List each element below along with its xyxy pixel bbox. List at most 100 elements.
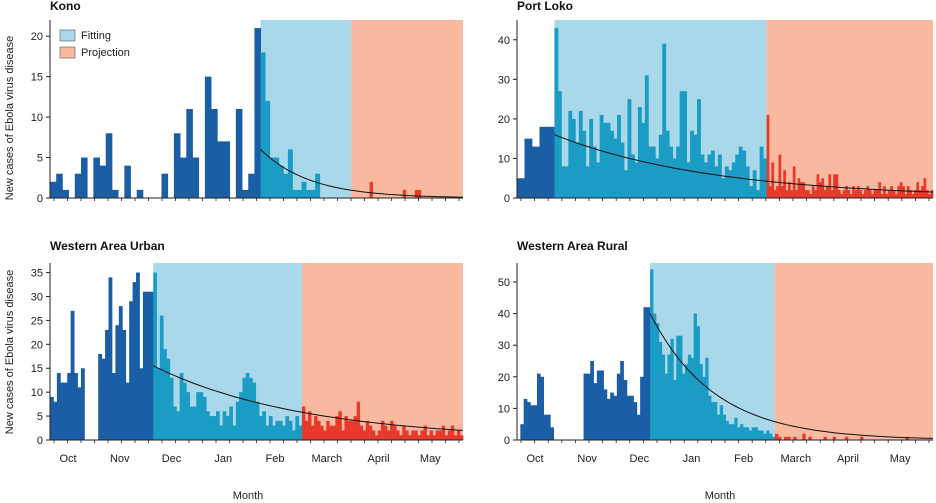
- bar-fitting: [278, 165, 284, 198]
- bar-fitting: [665, 130, 670, 198]
- projection-region: [351, 20, 463, 198]
- bar-early: [531, 146, 540, 198]
- bar-projection: [840, 194, 844, 198]
- bar-early: [540, 376, 545, 440]
- fit-curve: [554, 134, 934, 193]
- bar-fitting: [651, 146, 656, 198]
- bar-projection: [414, 189, 419, 198]
- bar-fitting: [301, 181, 307, 198]
- bar-projection: [860, 436, 864, 440]
- bar-fitting: [282, 425, 286, 440]
- bar-early: [523, 398, 528, 440]
- bar-projection: [845, 186, 848, 198]
- panel-title-western-area-rural: Western Area Rural: [517, 239, 628, 253]
- y-tick-label: 10: [31, 112, 43, 124]
- y-tick-label: 15: [31, 363, 43, 375]
- bar-projection: [830, 190, 834, 198]
- bar-fitting: [672, 158, 677, 198]
- bar-fitting: [699, 364, 703, 440]
- bar-projection: [930, 190, 934, 198]
- y-axis-label-top: New cases of Ebola virus disease: [4, 36, 16, 200]
- bar-projection: [826, 186, 829, 198]
- bar-fitting: [235, 401, 240, 440]
- bar-projection: [774, 433, 779, 440]
- bar-projection: [456, 430, 461, 440]
- bar-projection: [837, 190, 841, 198]
- bar-fitting: [630, 154, 635, 198]
- bar-projection: [778, 154, 782, 198]
- bar-projection: [338, 411, 342, 440]
- bar-early: [543, 414, 548, 440]
- bar-projection: [308, 411, 312, 440]
- y-tick-label: 0: [37, 193, 43, 205]
- bar-projection: [905, 436, 910, 440]
- bar-projection: [368, 425, 373, 440]
- bar-fitting: [242, 377, 247, 440]
- bar-projection: [809, 194, 813, 198]
- bar-early: [517, 178, 525, 198]
- bar-fitting: [754, 427, 758, 440]
- x-tick-label: Feb: [266, 453, 285, 465]
- bar-fitting: [683, 91, 688, 198]
- bar-projection: [823, 190, 827, 198]
- bar-fitting: [169, 377, 174, 440]
- bar-projection: [377, 430, 382, 440]
- bar-fitting: [179, 373, 184, 440]
- bar-projection: [320, 425, 324, 440]
- bar-projection: [887, 190, 891, 198]
- bar-projection: [350, 420, 354, 440]
- bar-fitting: [166, 358, 171, 440]
- bar-fitting: [737, 427, 741, 440]
- bar-fitting: [708, 395, 712, 440]
- y-tick-label: 40: [498, 35, 510, 47]
- bar-early: [80, 157, 88, 198]
- bar-projection: [777, 436, 782, 440]
- bar-early: [180, 157, 187, 198]
- bar-projection: [393, 425, 397, 440]
- bar-fitting: [252, 382, 257, 440]
- bar-fitting: [721, 178, 726, 198]
- bar-fitting: [278, 420, 283, 440]
- bar-early: [50, 396, 54, 440]
- bar-early: [62, 189, 69, 198]
- bar-early: [192, 157, 200, 198]
- bar-projection: [793, 436, 797, 440]
- bar-fitting: [658, 342, 663, 440]
- bar-projection: [923, 178, 927, 198]
- bar-early: [596, 370, 601, 440]
- bar-fitting: [752, 170, 757, 198]
- bar-fitting: [585, 166, 590, 198]
- bar-fitting: [670, 338, 674, 440]
- bar-projection: [883, 186, 886, 198]
- bar-projection: [868, 190, 872, 198]
- bar-projection: [795, 190, 798, 198]
- bar-early: [108, 277, 113, 440]
- bar-projection: [849, 194, 853, 198]
- bar-fitting: [222, 411, 227, 440]
- bar-projection: [892, 190, 896, 198]
- bar-fitting: [557, 91, 562, 198]
- bar-early: [77, 387, 82, 440]
- bar-projection: [380, 420, 385, 440]
- bar-projection: [902, 186, 905, 198]
- bar-fitting: [239, 392, 243, 440]
- bar-projection: [405, 430, 409, 440]
- bar-projection: [335, 416, 339, 440]
- bar-fitting: [705, 357, 709, 440]
- bar-fitting: [159, 315, 164, 440]
- bar-fitting: [561, 166, 566, 198]
- bar-fitting: [717, 154, 722, 198]
- legend-swatch-projection: [59, 46, 76, 59]
- bar-fitting: [173, 406, 177, 440]
- bar-projection: [787, 436, 791, 440]
- bar-projection: [780, 186, 784, 198]
- bar-fitting: [163, 349, 167, 440]
- x-tick-label: Oct: [59, 453, 76, 465]
- bar-fitting: [719, 405, 724, 440]
- bar-projection: [402, 189, 407, 198]
- bar-projection: [854, 190, 858, 198]
- projection-region: [301, 263, 463, 440]
- bar-early: [146, 291, 151, 440]
- bar-early: [129, 301, 133, 440]
- bar-fitting: [568, 110, 573, 198]
